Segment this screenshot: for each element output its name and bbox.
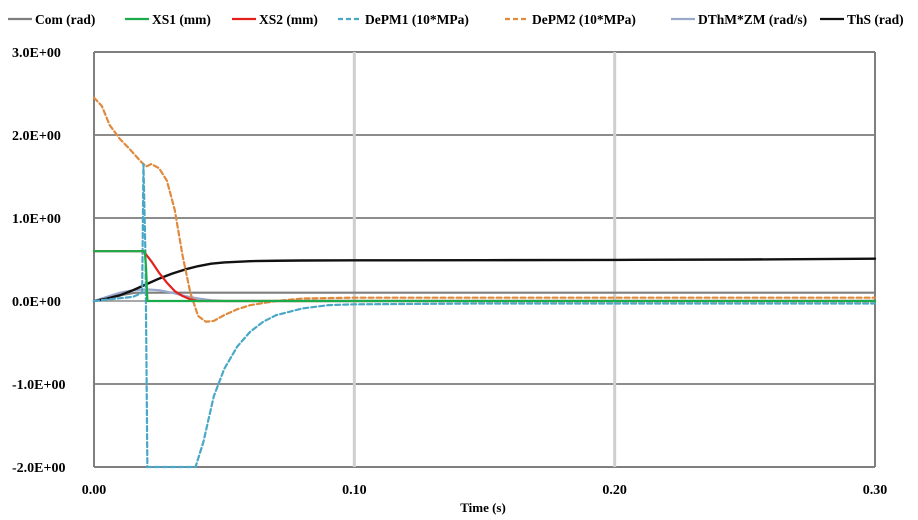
y-tick-label: 0.0E+00 — [12, 295, 61, 310]
y-tick-label: -2.0E+00 — [12, 461, 65, 476]
series-line — [92, 96, 877, 323]
legend-label: DThM*ZM (rad/s) — [698, 12, 807, 27]
legend-label: XS1 (mm) — [152, 12, 211, 27]
series-line — [92, 162, 877, 469]
series-layer — [92, 96, 877, 469]
legend-label: ThS (rad) — [847, 12, 904, 27]
legend-label: Com (rad) — [35, 12, 95, 27]
y-tick-label: -1.0E+00 — [12, 378, 65, 393]
series-line — [92, 257, 877, 303]
series-line — [92, 288, 877, 303]
x-tick-label: 0.10 — [342, 483, 367, 498]
y-tick-label: 3.0E+00 — [12, 46, 61, 61]
legend-label: XS2 (mm) — [259, 12, 318, 27]
x-axis-tick-labels: 0.00 0.10 0.20 0.30 — [82, 483, 888, 498]
x-tick-label: 0.30 — [863, 483, 888, 498]
x-axis-title: Time (s) — [460, 500, 506, 515]
legend-label: DePM2 (10*MPa) — [532, 12, 636, 27]
series-line — [92, 250, 877, 303]
x-tick-label: 0.20 — [602, 483, 627, 498]
y-tick-label: 2.0E+00 — [12, 129, 61, 144]
y-tick-label: 1.0E+00 — [12, 212, 61, 227]
x-tick-label: 0.00 — [82, 483, 107, 498]
legend: Com (rad) XS1 (mm) XS2 (mm) DePM1 (10*MPa) D… — [8, 12, 904, 27]
y-axis-tick-labels: -2.0E+00 -1.0E+00 0.0E+00 1.0E+00 2.0E+00 3.0… — [12, 46, 65, 476]
legend-label: DePM1 (10*MPa) — [365, 12, 469, 27]
